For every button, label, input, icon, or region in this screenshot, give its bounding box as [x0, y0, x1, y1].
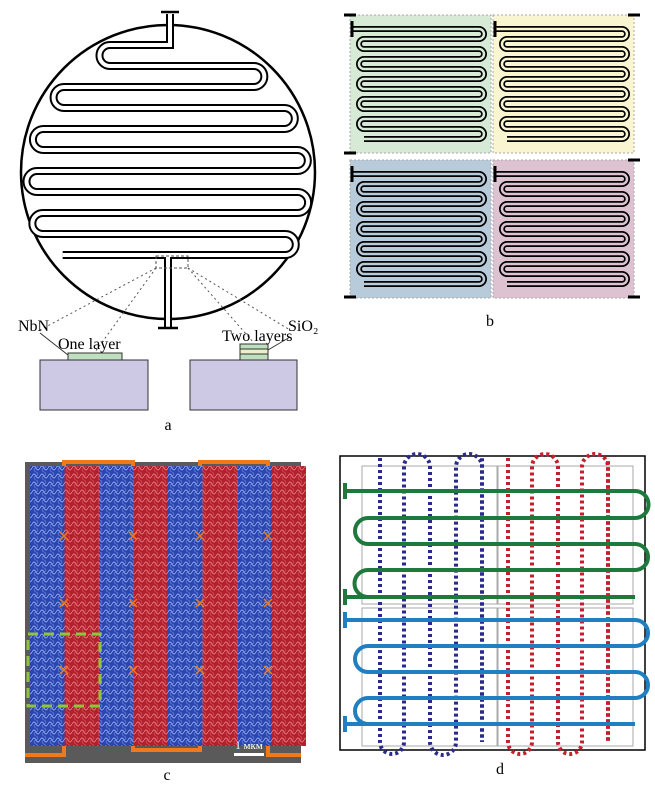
nanowire-stripe	[65, 466, 100, 746]
nanowire-stripe	[203, 466, 238, 746]
scale-bar	[234, 753, 264, 756]
pixel-area	[493, 160, 634, 298]
nbn-layer	[68, 353, 122, 360]
annotation: SiO₂	[288, 318, 318, 335]
annotation: One layer	[58, 336, 121, 353]
panel-label: b	[486, 313, 494, 330]
pixel-area	[493, 15, 634, 153]
zoom-line	[40, 268, 156, 330]
nanowire-stripe	[237, 466, 272, 746]
annotation: NbN	[18, 318, 50, 335]
nanowire-stripe	[99, 466, 134, 746]
frame	[340, 456, 645, 750]
nanowire-stripe	[134, 466, 169, 746]
panel-label: c	[163, 767, 170, 784]
zoom-line	[188, 268, 290, 330]
panel-label: a	[164, 417, 171, 434]
figure: NbN One layer Two layersSiO₂ a b 1 мкм c d	[0, 0, 655, 786]
nbn-layer	[240, 354, 268, 360]
pixel-area	[350, 160, 491, 298]
substrate	[40, 360, 148, 410]
scale-bar-label: 1 мкм	[235, 740, 263, 752]
pixel-area	[350, 15, 491, 153]
sio2-layer	[240, 349, 268, 354]
panel-label: d	[496, 761, 504, 778]
nanowire-stripe	[272, 466, 307, 746]
substrate	[190, 360, 297, 410]
nanowire-stripe	[30, 466, 65, 746]
annotation: Two layers	[222, 328, 292, 345]
